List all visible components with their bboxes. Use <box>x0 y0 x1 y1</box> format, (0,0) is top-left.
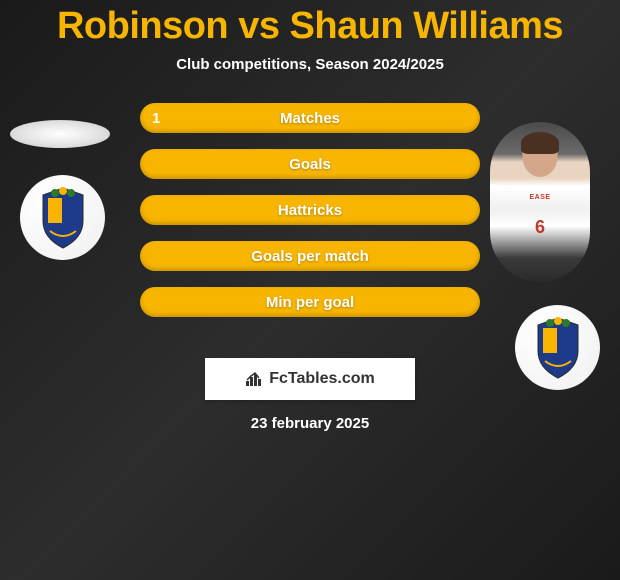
shield-icon <box>28 183 98 253</box>
player-left-avatar-placeholder <box>10 120 110 148</box>
stat-row-goals-per-match: Goals per match <box>140 241 480 271</box>
brand-text: FcTables.com <box>269 370 375 388</box>
stat-label: Goals per match <box>251 248 369 265</box>
page-subtitle: Club competitions, Season 2024/2025 <box>176 56 444 73</box>
jersey-number-text: 6 <box>535 217 545 238</box>
player-right-club-badge <box>515 305 600 390</box>
shield-icon <box>523 313 593 383</box>
player-left-club-badge <box>20 175 105 260</box>
jersey-sponsor-text: EASE <box>529 194 550 201</box>
stat-row-min-per-goal: Min per goal <box>140 287 480 317</box>
stat-label: Min per goal <box>266 294 354 311</box>
stat-label: Matches <box>280 110 340 127</box>
stat-value-left: 1 <box>152 110 160 127</box>
stat-label: Hattricks <box>278 202 342 219</box>
stat-label: Goals <box>289 156 331 173</box>
page-title: Robinson vs Shaun Williams <box>57 5 563 48</box>
brand-badge: FcTables.com <box>205 358 415 400</box>
chart-icon <box>245 371 265 387</box>
player-right-photo: EASE 6 <box>490 122 590 282</box>
stat-row-goals: Goals <box>140 149 480 179</box>
stat-row-hattricks: Hattricks <box>140 195 480 225</box>
stat-row-matches: 1 Matches <box>140 103 480 133</box>
date-text: 23 february 2025 <box>251 415 369 432</box>
comparison-card: Robinson vs Shaun Williams Club competit… <box>0 0 620 580</box>
